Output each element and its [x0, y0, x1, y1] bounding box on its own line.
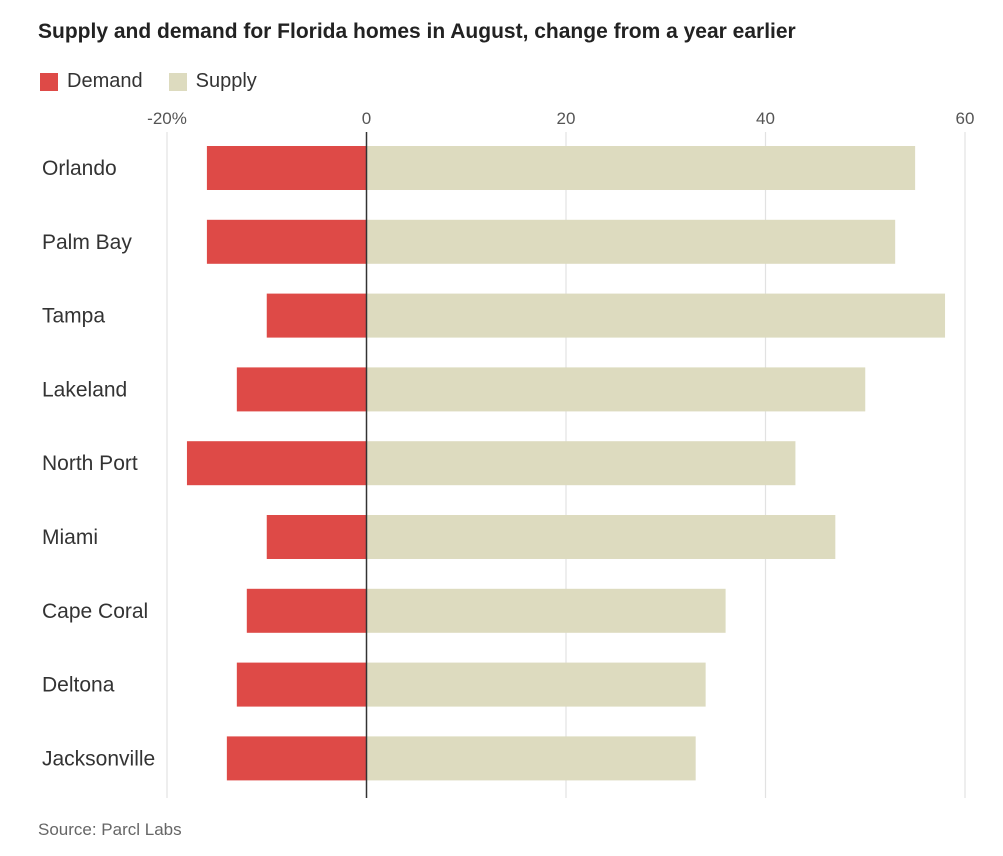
x-tick-label: 40 [756, 109, 775, 128]
bar-demand-palm-bay [206, 219, 367, 264]
category-label: Orlando [42, 157, 117, 180]
bar-demand-cape-coral [246, 588, 367, 633]
bar-supply-lakeland [366, 367, 866, 412]
bar-demand-miami [266, 515, 367, 559]
legend-label-demand: Demand [67, 70, 143, 92]
bar-supply-orlando [366, 146, 916, 190]
bar-demand-orlando [206, 146, 367, 190]
category-label: North Port [42, 452, 138, 475]
bar-demand-tampa [266, 293, 367, 338]
bar-supply-north-port [366, 441, 796, 486]
bar-demand-lakeland [236, 367, 367, 412]
bar-supply-tampa [366, 293, 946, 338]
category-label: Deltona [42, 674, 115, 697]
legend-swatch-demand [40, 72, 58, 91]
bar-demand-jacksonville [226, 736, 367, 781]
category-label: Cape Coral [42, 600, 148, 623]
x-tick-label: 0 [362, 109, 371, 128]
legend-label-supply: Supply [195, 70, 257, 92]
x-tick-label: 60 [956, 109, 975, 128]
bar-supply-deltona [366, 662, 706, 707]
bar-supply-cape-coral [366, 588, 726, 633]
legend-swatch-supply [168, 72, 187, 91]
bar-supply-palm-bay [366, 219, 896, 264]
category-label: Tampa [42, 305, 105, 328]
category-label: Palm Bay [42, 231, 132, 254]
chart-title: Supply and demand for Florida homes in A… [38, 20, 796, 43]
category-label: Jacksonville [42, 747, 155, 770]
legend: Demand Supply [40, 70, 283, 93]
legend-item-supply: Supply [168, 70, 257, 93]
legend-item-demand: Demand [40, 70, 143, 93]
bar-supply-jacksonville [366, 736, 696, 781]
category-label: Miami [42, 526, 98, 549]
category-label: Lakeland [42, 378, 127, 401]
x-tick-label: 20 [557, 109, 576, 128]
bar-demand-deltona [236, 662, 367, 707]
bar-supply-miami [366, 515, 836, 559]
bar-demand-north-port [186, 441, 367, 486]
x-tick-label: -20% [147, 109, 187, 128]
source-note: Source: Parcl Labs [38, 820, 182, 839]
